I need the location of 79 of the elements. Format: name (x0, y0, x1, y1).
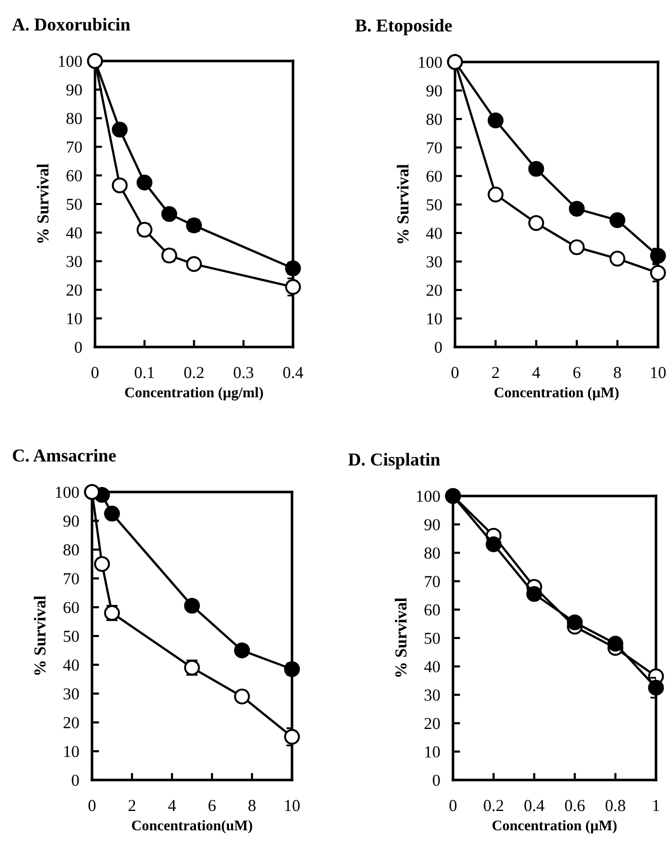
y-tick-label: 100 (418, 56, 442, 68)
x-tick-label: 0 (451, 366, 459, 378)
y-tick-label: 30 (66, 256, 82, 268)
x-tick-label: 10 (285, 800, 300, 812)
y-tick-label: 20 (424, 718, 440, 730)
y-tick-label: 50 (64, 630, 79, 642)
y-tick-label: 60 (66, 170, 82, 182)
y-tick-label: 40 (63, 660, 79, 671)
x-tick-label: 0.2 (484, 800, 504, 812)
y-tick-label: 0 (72, 774, 79, 786)
x-tick-label: 6 (208, 800, 216, 812)
x-tick-label: 8 (614, 366, 621, 378)
y-tick-label: 10 (425, 746, 440, 758)
y-tick-label: 70 (426, 142, 442, 154)
x-tick-label: 0 (88, 800, 96, 812)
y-tick-label: 0 (432, 774, 440, 786)
x-tick-label: 0.4 (524, 800, 544, 812)
y-tick-label: 70 (424, 576, 440, 588)
y-tick-label: 10 (67, 313, 82, 324)
y-tick-label: 10 (427, 313, 442, 324)
x-tick-label: 1 (653, 800, 660, 812)
y-tick-label: 60 (424, 604, 440, 616)
x-tick-label: 2 (492, 366, 499, 378)
chart-title: B. Etoposide (355, 18, 452, 36)
x-tick-label: 0.6 (565, 800, 585, 812)
x-tick-label: 8 (248, 800, 256, 812)
y-tick-label: 20 (66, 284, 82, 296)
y-tick-label: 20 (64, 717, 79, 728)
y-tick-label: 90 (426, 85, 442, 96)
x-axis-title: Concentration (µM) (492, 820, 617, 834)
y-tick-label: 100 (58, 56, 82, 67)
y-tick-label: 90 (63, 516, 79, 527)
y-tick-label: 60 (426, 170, 442, 182)
x-tick-label: 0.2 (184, 366, 204, 378)
y-tick-label: 80 (63, 544, 79, 556)
y-axis-title: % Survival (394, 598, 407, 677)
x-tick-label: 0 (91, 366, 99, 378)
y-tick-label: 90 (424, 519, 440, 530)
y-tick-label: 40 (424, 661, 440, 672)
x-axis-title: Concentration (µg/ml) (125, 387, 263, 400)
y-tick-label: 50 (424, 632, 440, 644)
x-axis-title: Concentration(uM) (132, 820, 252, 834)
y-tick-label: 30 (424, 690, 440, 701)
y-tick-label: 90 (66, 84, 82, 96)
chart-title: D. Cisplatin (348, 452, 440, 470)
x-tick-label: 10 (651, 366, 666, 378)
y-tick-label: 50 (426, 199, 442, 210)
y-tick-label: 0 (74, 342, 82, 353)
x-tick-label: 2 (128, 800, 136, 812)
x-tick-label: 0.4 (283, 366, 304, 378)
x-tick-label: 4 (532, 367, 540, 378)
y-tick-label: 80 (424, 548, 440, 559)
y-tick-label: 10 (64, 746, 79, 758)
y-axis-title: % Survival (396, 164, 409, 244)
x-tick-label: 0.8 (606, 800, 626, 812)
x-tick-label: 6 (573, 366, 580, 378)
y-tick-label: 80 (426, 114, 442, 125)
y-tick-label: 0 (434, 342, 442, 353)
y-tick-label: 80 (66, 112, 82, 124)
y-tick-label: 60 (64, 602, 79, 614)
x-axis-title: Concentration (µM) (494, 387, 619, 400)
chart-title: A. Doxorubicin (12, 18, 130, 31)
y-tick-label: 40 (426, 228, 442, 239)
chart-title: C. Amsacrine (12, 448, 116, 462)
x-tick-label: 4 (168, 800, 176, 812)
y-tick-label: 100 (416, 490, 440, 502)
y-tick-label: 20 (426, 284, 442, 296)
y-tick-label: 70 (66, 142, 82, 153)
x-tick-label: 0 (449, 800, 457, 812)
y-axis-title: % Survival (34, 596, 46, 675)
y-tick-label: 70 (64, 573, 79, 584)
x-tick-label: 0.3 (234, 366, 254, 378)
y-tick-label: 100 (56, 486, 79, 498)
y-tick-label: 50 (66, 198, 82, 210)
y-axis-title: % Survival (36, 164, 49, 243)
x-tick-label: 0.1 (134, 366, 154, 378)
y-tick-label: 30 (426, 256, 442, 268)
y-tick-label: 30 (64, 688, 79, 700)
y-tick-label: 40 (66, 227, 82, 239)
